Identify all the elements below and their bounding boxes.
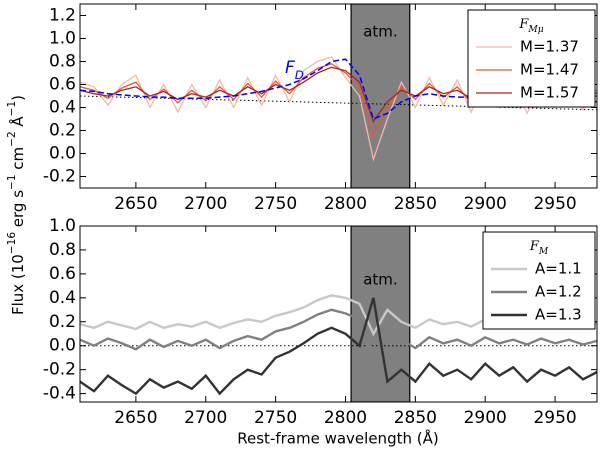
legend-label: A=1.2 <box>535 283 582 301</box>
label-part: M <box>538 247 549 257</box>
legend-label: M=1.37 <box>520 38 579 56</box>
x-tick-label: 2750 <box>254 194 297 214</box>
legend-label: A=1.1 <box>535 260 582 278</box>
x-tick-label: 2950 <box>533 408 576 428</box>
axes-frame <box>79 3 598 189</box>
y-tick-label: -0.2 <box>43 360 76 380</box>
label-part: −1 <box>6 174 18 189</box>
x-tick-label: 2650 <box>114 408 157 428</box>
axes-frame <box>79 225 598 403</box>
label-part: F <box>529 239 540 254</box>
x-tick-label: 2650 <box>114 194 157 214</box>
y-tick-label: -0.2 <box>43 167 76 187</box>
legend-box <box>482 231 596 330</box>
x-tick-label: 2850 <box>394 408 437 428</box>
x-tick-label: 2950 <box>533 194 576 214</box>
label-part: −2 <box>6 131 18 146</box>
x-tick-label: 2850 <box>394 194 437 214</box>
x-tick-label: 2700 <box>184 194 227 214</box>
band-label: atm. <box>363 271 397 289</box>
label-part: −1 <box>6 101 18 116</box>
y-tick-label: 0.4 <box>49 98 76 118</box>
label-part: Flux (10 <box>9 254 27 315</box>
legend-label: M=1.47 <box>520 61 579 79</box>
y-tick-label: 1.0 <box>49 216 76 236</box>
label-part: erg s <box>9 190 27 232</box>
y-tick-label: 0.6 <box>49 264 76 284</box>
y-axis-label: Flux (10−16 erg s−1 cm−2 Å−1) <box>6 95 27 315</box>
x-tick-label: 2900 <box>464 408 507 428</box>
label-part: D <box>295 68 304 82</box>
y-tick-label: 0.0 <box>49 144 76 164</box>
x-tick-label: 2750 <box>254 408 297 428</box>
legend-label: A=1.3 <box>535 306 582 324</box>
x-tick-label: 2800 <box>324 408 367 428</box>
y-tick-label: 0.8 <box>49 240 76 260</box>
label-part: −16 <box>6 232 18 254</box>
legend-label: M=1.57 <box>520 84 579 102</box>
x-axis-label: Rest-frame wavelength (Å) <box>237 429 438 448</box>
label-part: Mμ <box>527 25 543 35</box>
plot-area <box>80 226 597 402</box>
label-part: cm <box>9 147 27 175</box>
y-tick-label: 0.4 <box>49 288 76 308</box>
atm-band <box>350 4 411 188</box>
label-part: ) <box>9 95 27 101</box>
y-tick-label: 0.6 <box>49 75 76 95</box>
label-part: F <box>518 17 529 32</box>
label-part: F <box>285 58 295 78</box>
atm-band <box>350 226 411 402</box>
y-tick-label: 1.0 <box>49 29 76 49</box>
x-tick-label: 2900 <box>464 194 507 214</box>
y-tick-label: 0.2 <box>49 312 76 332</box>
legend-title: FMμ <box>518 17 543 35</box>
reference-line <box>80 58 597 121</box>
series-line <box>80 297 597 396</box>
label-part: Å <box>8 116 27 132</box>
x-tick-label: 2700 <box>184 408 227 428</box>
reference-label: FD <box>285 58 304 82</box>
legend-title: FM <box>529 239 549 257</box>
y-tick-label: 0.2 <box>49 121 76 141</box>
legend-box <box>467 9 596 108</box>
x-tick-label: 2800 <box>324 194 367 214</box>
band-label: atm. <box>363 23 397 41</box>
series-line <box>80 308 597 361</box>
y-tick-label: 0.0 <box>49 336 76 356</box>
y-tick-label: -0.4 <box>43 384 76 404</box>
y-tick-label: 0.8 <box>49 52 76 72</box>
y-tick-label: 1.2 <box>49 6 76 26</box>
